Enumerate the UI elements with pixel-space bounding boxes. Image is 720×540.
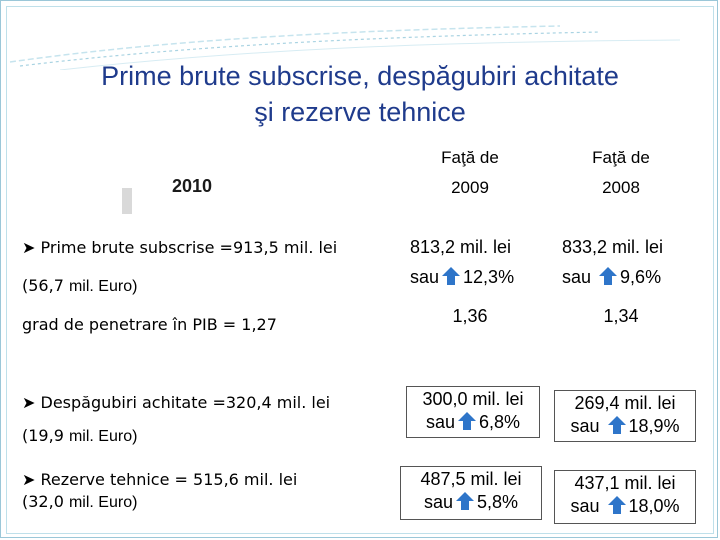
up-arrow-icon xyxy=(442,267,461,285)
decorative-marker xyxy=(122,188,132,214)
despagubiri-2008-cell: 269,4 mil. lei sau 18,9% xyxy=(554,390,696,442)
page-title-line1: Prime brute subscrise, despăgubiri achit… xyxy=(101,61,619,91)
rezerve-2009-cell: 487,5 mil. lei sau 5,8% xyxy=(400,466,542,520)
col-2008-line2: 2008 xyxy=(602,178,640,197)
row-prime-sub: (56,7 mil. Euro) xyxy=(22,276,138,295)
despagubiri-2009-cell: 300,0 mil. lei sau 6,8% xyxy=(406,386,540,438)
row-penetrare-label: grad de penetrare în PIB = 1,27 xyxy=(22,315,277,334)
row-rezerve-sub: (32,0 mil. Euro) xyxy=(22,492,138,511)
up-arrow-icon xyxy=(456,492,474,510)
up-arrow-icon xyxy=(607,416,626,434)
up-arrow-icon xyxy=(599,267,618,285)
col-2009-line2: 2009 xyxy=(451,178,489,197)
row-despagubiri-sub: (19,9 mil. Euro) xyxy=(22,426,138,445)
penetrare-2008: 1,34 xyxy=(603,306,639,326)
year-label: 2010 xyxy=(172,176,213,196)
row-prime-label: ➤ Prime brute subscrise =913,5 mil. lei xyxy=(22,238,338,257)
row-rezerve-label: ➤ Rezerve tehnice = 515,6 mil. lei xyxy=(22,470,298,489)
arrow-bullet-icon: ➤ xyxy=(22,470,36,489)
col-2009-line1: Faţă de xyxy=(441,148,499,167)
col-2008-line1: Faţă de xyxy=(592,148,650,167)
arrow-bullet-icon: ➤ xyxy=(22,393,36,412)
page-title-line2: şi rezerve tehnice xyxy=(254,97,466,127)
arrow-bullet-icon: ➤ xyxy=(22,238,36,257)
slide-inner-frame xyxy=(6,6,714,534)
decorative-swooshes xyxy=(9,25,681,70)
up-arrow-icon xyxy=(607,496,626,514)
up-arrow-icon xyxy=(458,412,476,430)
rezerve-2008-cell: 437,1 mil. lei sau 18,0% xyxy=(554,470,696,524)
prime-2008-cell: 833,2 mil. lei sau 9,6% xyxy=(562,237,664,287)
penetrare-2009: 1,36 xyxy=(452,306,488,326)
row-despagubiri-label: ➤ Despăgubiri achitate =320,4 mil. lei xyxy=(22,393,331,412)
prime-2009-cell: 813,2 mil. lei sau 12,3% xyxy=(410,237,515,287)
